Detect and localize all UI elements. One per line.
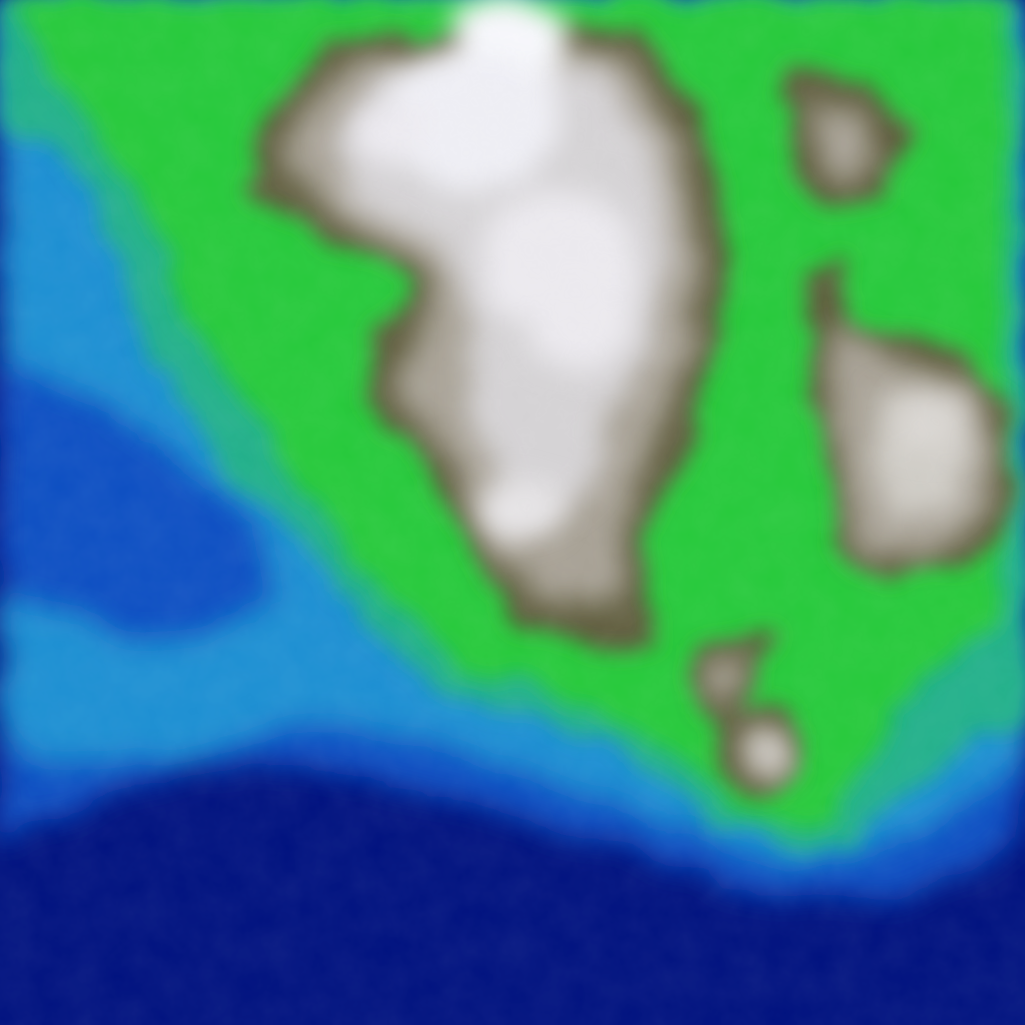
terrain-map [0,0,1025,1025]
terrain-texture [0,0,1025,1025]
